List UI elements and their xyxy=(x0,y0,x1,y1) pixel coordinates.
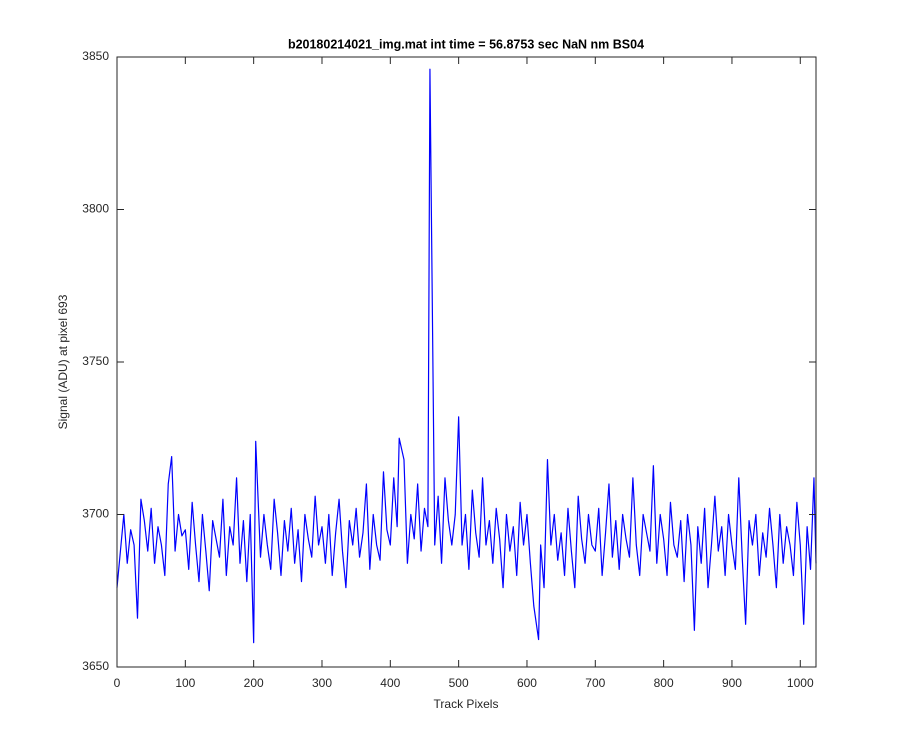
x-tick-label: 100 xyxy=(175,676,195,690)
x-tick-label: 700 xyxy=(585,676,605,690)
x-tick-label: 500 xyxy=(449,676,469,690)
data-line xyxy=(116,68,817,644)
y-tick-label: 3650 xyxy=(82,659,109,673)
x-tick-label: 1000 xyxy=(787,676,814,690)
y-axis-label: Signal (ADU) at pixel 693 xyxy=(56,294,70,429)
x-tick-label: 600 xyxy=(517,676,537,690)
x-tick-label: 200 xyxy=(244,676,264,690)
x-tick-label: 900 xyxy=(722,676,742,690)
x-tick-label: 300 xyxy=(312,676,332,690)
y-tick-label: 3800 xyxy=(82,202,109,216)
x-tick-label: 400 xyxy=(380,676,400,690)
x-tick-label: 0 xyxy=(114,676,121,690)
y-tick-label: 3750 xyxy=(82,354,109,368)
y-tick-label: 3850 xyxy=(82,49,109,63)
x-tick-label: 800 xyxy=(654,676,674,690)
x-axis-label: Track Pixels xyxy=(434,697,499,711)
y-tick-label: 3700 xyxy=(82,507,109,521)
chart-title: b20180214021_img.mat int time = 56.8753 … xyxy=(288,37,644,51)
